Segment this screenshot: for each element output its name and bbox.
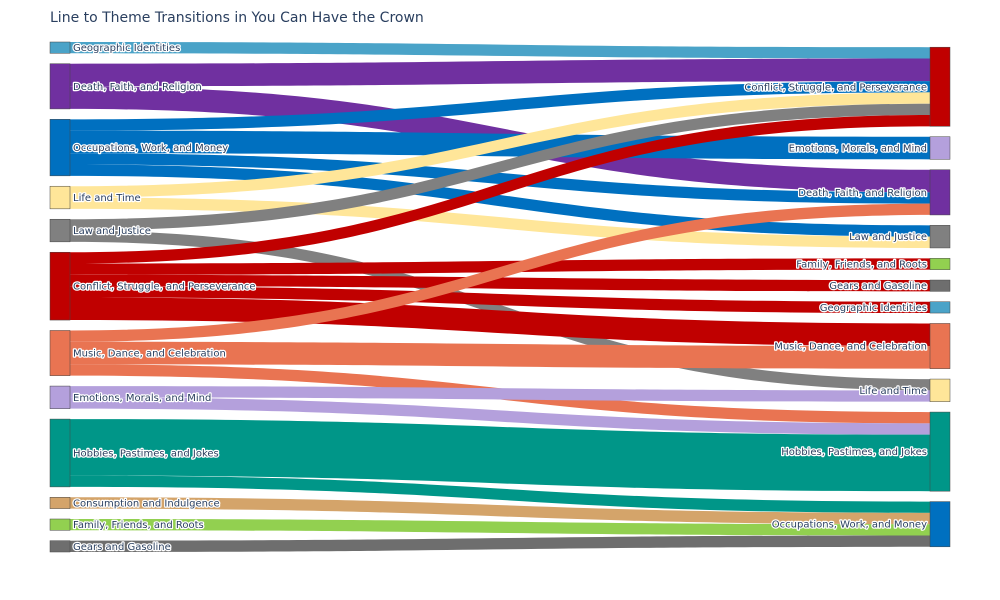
source-node-gears-and-gasoline[interactable] bbox=[49, 540, 71, 553]
target-node-label-occupations-work-and-money: Occupations, Work, and Money bbox=[772, 520, 927, 531]
target-node-life-and-time[interactable] bbox=[929, 378, 951, 402]
link-occupations-work-and-money-to-law-and-justice[interactable] bbox=[70, 164, 930, 237]
link-hobbies-pastimes-and-jokes-to-hobbies-pastimes-and-jokes[interactable] bbox=[70, 419, 930, 492]
source-node-label-occupations-work-and-money: Occupations, Work, and Money bbox=[73, 143, 228, 154]
target-node-label-death-faith-and-religion: Death, Faith, and Religion bbox=[798, 188, 927, 199]
link-family-friends-and-roots-to-occupations-work-and-money[interactable] bbox=[70, 518, 930, 536]
link-conflict-struggle-and-perseverance-to-music-dance-and-celebration[interactable] bbox=[70, 297, 930, 347]
nodes-layer bbox=[49, 41, 951, 553]
link-death-faith-and-religion-to-conflict-struggle-and-perseverance[interactable] bbox=[70, 58, 930, 87]
target-node-death-faith-and-religion[interactable] bbox=[929, 169, 951, 216]
source-node-family-friends-and-roots[interactable] bbox=[49, 518, 71, 531]
target-node-label-conflict-struggle-and-perseverance: Conflict, Struggle, and Perseverance bbox=[744, 82, 927, 93]
link-conflict-struggle-and-perseverance-to-family-friends-and-roots[interactable] bbox=[70, 258, 930, 275]
target-node-emotions-morals-and-mind[interactable] bbox=[929, 136, 951, 160]
target-node-law-and-justice[interactable] bbox=[929, 225, 951, 249]
source-node-label-law-and-justice: Law and Justice bbox=[73, 226, 151, 237]
link-emotions-morals-and-mind-to-life-and-time[interactable] bbox=[70, 386, 930, 402]
source-node-label-gears-and-gasoline: Gears and Gasoline bbox=[73, 542, 171, 553]
link-music-dance-and-celebration-to-death-faith-and-religion[interactable] bbox=[70, 203, 930, 342]
source-node-life-and-time[interactable] bbox=[49, 185, 71, 210]
link-geographic-identities-to-conflict-struggle-and-perseverance[interactable] bbox=[70, 42, 930, 59]
target-node-label-life-and-time: Life and Time bbox=[859, 386, 927, 397]
link-law-and-justice-to-conflict-struggle-and-perseverance[interactable] bbox=[70, 103, 930, 231]
source-node-label-life-and-time: Life and Time bbox=[73, 193, 141, 204]
source-node-occupations-work-and-money[interactable] bbox=[49, 119, 71, 177]
source-node-label-geographic-identities: Geographic Identities bbox=[73, 43, 180, 54]
source-node-music-dance-and-celebration[interactable] bbox=[49, 330, 71, 376]
target-node-label-geographic-identities: Geographic Identities bbox=[820, 303, 927, 314]
source-node-death-faith-and-religion[interactable] bbox=[49, 63, 71, 110]
target-node-conflict-struggle-and-perseverance[interactable] bbox=[929, 46, 951, 127]
source-node-emotions-morals-and-mind[interactable] bbox=[49, 385, 71, 409]
link-gears-and-gasoline-to-occupations-work-and-money[interactable] bbox=[70, 535, 930, 552]
source-node-law-and-justice[interactable] bbox=[49, 218, 71, 243]
target-node-label-family-friends-and-roots: Family, Friends, and Roots bbox=[796, 259, 927, 270]
target-node-label-hobbies-pastimes-and-jokes: Hobbies, Pastimes, and Jokes bbox=[781, 447, 927, 458]
target-node-occupations-work-and-money[interactable] bbox=[929, 501, 951, 548]
source-node-label-hobbies-pastimes-and-jokes: Hobbies, Pastimes, and Jokes bbox=[73, 448, 219, 459]
link-conflict-struggle-and-perseverance-to-gears-and-gasoline[interactable] bbox=[70, 274, 930, 292]
source-node-label-death-faith-and-religion: Death, Faith, and Religion bbox=[73, 82, 202, 93]
labels-layer: Geographic Identities Death, Faith, and R… bbox=[72, 42, 929, 554]
link-emotions-morals-and-mind-to-hobbies-pastimes-and-jokes[interactable] bbox=[70, 397, 930, 435]
link-hobbies-pastimes-and-jokes-to-occupations-work-and-money[interactable] bbox=[70, 475, 930, 513]
link-conflict-struggle-and-perseverance-to-geographic-identities[interactable] bbox=[70, 286, 930, 314]
link-conflict-struggle-and-perseverance-to-conflict-struggle-and-perseverance[interactable] bbox=[70, 115, 930, 264]
source-node-hobbies-pastimes-and-jokes[interactable] bbox=[49, 418, 71, 488]
links-layer bbox=[70, 42, 930, 552]
source-node-label-consumption-and-indulgence: Consumption and Indulgence bbox=[73, 498, 220, 509]
source-node-label-emotions-morals-and-mind: Emotions, Morals, and Mind bbox=[73, 393, 211, 404]
target-node-label-law-and-justice: Law and Justice bbox=[849, 232, 927, 243]
link-consumption-and-indulgence-to-occupations-work-and-money[interactable] bbox=[70, 497, 930, 525]
target-node-label-gears-and-gasoline: Gears and Gasoline bbox=[829, 281, 927, 292]
source-node-label-music-dance-and-celebration: Music, Dance, and Celebration bbox=[73, 349, 226, 360]
source-node-label-family-friends-and-roots: Family, Friends, and Roots bbox=[73, 520, 204, 531]
target-node-gears-and-gasoline[interactable] bbox=[929, 279, 951, 292]
target-node-hobbies-pastimes-and-jokes[interactable] bbox=[929, 411, 951, 492]
target-node-geographic-identities[interactable] bbox=[929, 301, 951, 314]
target-node-label-music-dance-and-celebration: Music, Dance, and Celebration bbox=[774, 342, 927, 353]
target-node-label-emotions-morals-and-mind: Emotions, Morals, and Mind bbox=[789, 144, 927, 155]
link-life-and-time-to-conflict-struggle-and-perseverance[interactable] bbox=[70, 92, 930, 198]
source-node-label-conflict-struggle-and-perseverance: Conflict, Struggle, and Perseverance bbox=[73, 282, 256, 293]
source-node-geographic-identities[interactable] bbox=[49, 41, 71, 54]
target-node-family-friends-and-roots[interactable] bbox=[929, 258, 951, 270]
chart-title: Line to Theme Transitions in You Can Hav… bbox=[50, 10, 424, 26]
source-node-conflict-struggle-and-perseverance[interactable] bbox=[49, 251, 71, 321]
source-node-consumption-and-indulgence[interactable] bbox=[49, 497, 71, 509]
link-occupations-work-and-money-to-conflict-struggle-and-perseverance[interactable] bbox=[70, 81, 930, 131]
target-node-music-dance-and-celebration[interactable] bbox=[929, 323, 951, 369]
link-occupations-work-and-money-to-death-faith-and-religion[interactable] bbox=[70, 153, 930, 204]
link-music-dance-and-celebration-to-music-dance-and-celebration[interactable] bbox=[70, 341, 930, 369]
